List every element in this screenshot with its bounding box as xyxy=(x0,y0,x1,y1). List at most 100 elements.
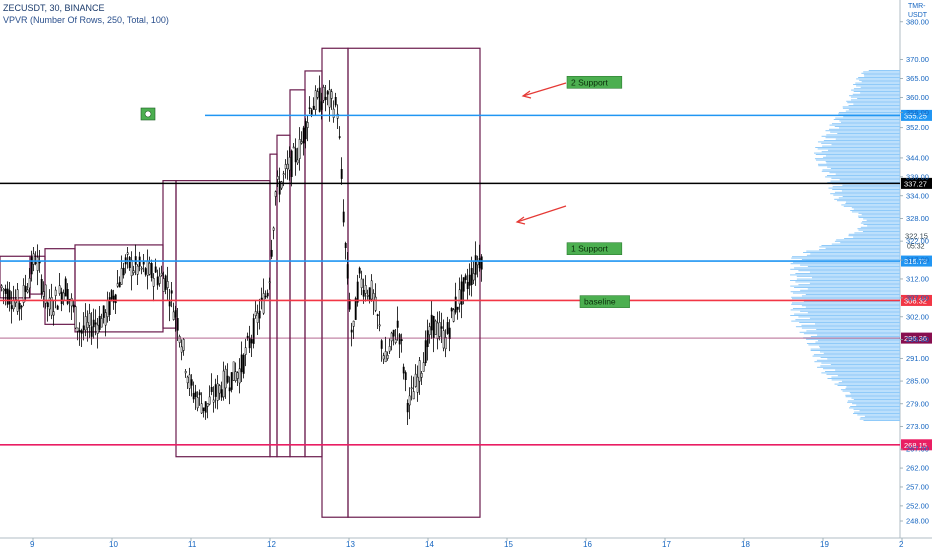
candle-body xyxy=(346,264,349,279)
candle-body xyxy=(12,300,15,310)
candle-body xyxy=(70,298,73,307)
volume-profile-bar xyxy=(851,397,900,399)
volume-profile-bar xyxy=(830,364,900,365)
candle-body xyxy=(198,392,201,396)
volume-profile-bar xyxy=(853,413,900,414)
annotation-arrow xyxy=(516,205,567,223)
volume-profile-bar xyxy=(814,158,900,160)
volume-profile-bar xyxy=(863,71,900,73)
y-tick-label: 322.00 xyxy=(906,237,929,246)
candle-body xyxy=(416,376,419,393)
candle-body xyxy=(6,288,9,305)
candle-body xyxy=(194,391,197,398)
volume-profile-bar xyxy=(790,268,900,270)
candle-body xyxy=(278,181,281,195)
candle-body xyxy=(478,258,481,269)
volume-profile-bar xyxy=(838,112,900,113)
candle-body xyxy=(364,285,367,294)
candle-body xyxy=(368,287,371,301)
volume-profile-bar xyxy=(839,120,900,122)
volume-profile-bar xyxy=(853,236,900,238)
candle-body xyxy=(98,315,101,330)
volume-profile-bar xyxy=(800,289,900,291)
candle-body xyxy=(46,302,49,307)
candle-body xyxy=(212,399,215,403)
annotation-box xyxy=(566,242,623,255)
y-tick-label: 360.00 xyxy=(906,93,929,102)
candle-body xyxy=(302,127,305,144)
candle-body xyxy=(48,297,51,310)
volume-profile-bar xyxy=(795,326,900,328)
candle-body xyxy=(414,373,417,387)
candle-body xyxy=(264,295,267,298)
candle-body xyxy=(82,325,85,331)
volume-profile-bar xyxy=(848,109,900,111)
volume-profile-bar xyxy=(823,352,900,354)
candle-body xyxy=(338,136,341,138)
candle-body xyxy=(232,361,235,381)
candle-body xyxy=(136,265,139,275)
volume-profile-bar xyxy=(835,117,900,119)
volume-profile-bar xyxy=(821,362,900,364)
candle-body xyxy=(458,289,461,305)
y-tick-label: 291.00 xyxy=(906,354,929,363)
candle-body xyxy=(304,121,307,140)
volume-profile-bar xyxy=(803,333,900,335)
candle-body xyxy=(316,91,319,98)
candle-body xyxy=(222,370,225,398)
y-tick-label: 252.00 xyxy=(906,501,929,510)
candle-body xyxy=(188,374,191,389)
volume-profile-bar xyxy=(792,292,900,294)
y-tick-label: 356.00 xyxy=(906,108,929,117)
volume-profile-bar xyxy=(841,204,900,206)
candle-body xyxy=(422,362,425,372)
candle-body xyxy=(272,227,275,231)
candle-body xyxy=(326,91,329,95)
candle-body xyxy=(196,397,199,409)
volume-profile-bar xyxy=(826,373,900,375)
x-tick-label: 11 xyxy=(188,540,197,549)
y-tick-label: 262.00 xyxy=(906,464,929,473)
volume-profile-bar xyxy=(851,207,900,209)
candle-body xyxy=(248,337,251,349)
x-tick-label: 12 xyxy=(267,540,276,549)
candle-body xyxy=(480,256,483,270)
volume-profile-bar xyxy=(805,306,900,308)
candle-body xyxy=(72,304,75,308)
candle-body xyxy=(454,296,457,313)
candle-body xyxy=(34,262,37,264)
candle-body xyxy=(350,329,353,333)
volume-profile-bar xyxy=(798,270,900,272)
volume-profile-bar xyxy=(807,288,900,290)
candle-body xyxy=(30,257,33,275)
volume-profile-bar xyxy=(818,340,900,342)
volume-profile-bar xyxy=(834,126,900,127)
candle-body xyxy=(78,330,81,333)
volume-profile-bar xyxy=(845,203,900,204)
volume-profile-bar xyxy=(813,354,900,356)
price-line-label: 296.36 xyxy=(904,334,927,343)
candle-body xyxy=(384,351,387,363)
volume-profile-bar xyxy=(792,308,900,309)
candle-body xyxy=(436,322,439,340)
candle-body xyxy=(284,164,287,169)
candle-body xyxy=(230,372,233,390)
candle-body xyxy=(66,289,69,304)
candle-body xyxy=(472,273,475,281)
volume-profile-bar xyxy=(811,277,900,279)
candle-body xyxy=(102,305,105,318)
annotation-box xyxy=(566,75,623,89)
volume-profile-bar xyxy=(860,92,900,94)
volume-profile-bar xyxy=(853,408,900,410)
volume-profile-bar xyxy=(830,168,900,169)
volume-profile-bar xyxy=(814,361,900,363)
y-tick-label: 273.00 xyxy=(906,422,929,431)
volume-profile-bar xyxy=(827,149,900,151)
volume-profile-bar xyxy=(821,245,900,246)
candle-body xyxy=(288,157,291,171)
candle-body xyxy=(468,274,471,286)
volume-profile-bar xyxy=(863,224,900,225)
volume-profile-bar xyxy=(854,411,900,413)
